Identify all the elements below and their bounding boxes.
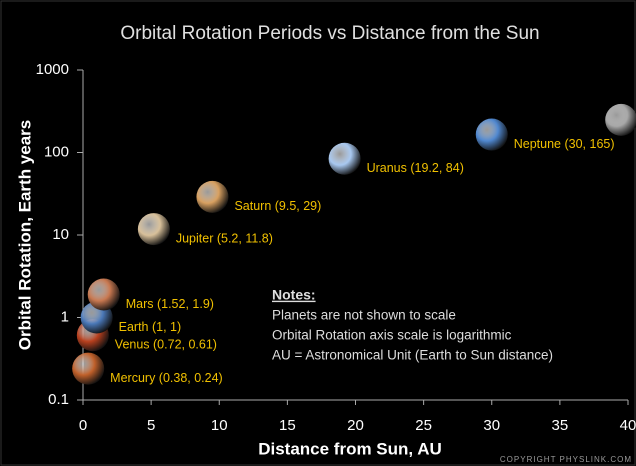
x-tick-label: 30 xyxy=(483,417,500,434)
chart-title: Orbital Rotation Periods vs Distance fro… xyxy=(120,23,539,44)
planet xyxy=(328,142,361,175)
data-label: Saturn (9.5, 29) xyxy=(234,199,321,213)
x-tick-label: 15 xyxy=(279,417,296,434)
x-tick-label: 25 xyxy=(415,417,432,434)
y-tick-label: 10 xyxy=(52,226,69,243)
x-tick-label: 10 xyxy=(211,417,228,434)
data-label: Earth (1, 1) xyxy=(119,320,182,334)
planet xyxy=(137,213,170,246)
data-label: Neptune (30, 165) xyxy=(514,137,615,151)
y-tick-label: 100 xyxy=(44,143,69,160)
x-tick-label: 20 xyxy=(347,417,364,434)
x-tick-label: 5 xyxy=(147,417,155,434)
data-label: Venus (0.72, 0.61) xyxy=(115,338,217,352)
planet xyxy=(605,103,636,136)
note: AU = Astronomical Unit (Earth to Sun dis… xyxy=(272,348,553,363)
data-label: Uranus (19.2, 84) xyxy=(367,161,464,175)
data-label: Jupiter (5.2, 11.8) xyxy=(176,231,273,245)
data-label: Mercury (0.38, 0.24) xyxy=(110,371,223,385)
data-label: Mars (1.52, 1.9) xyxy=(126,297,214,311)
x-tick-label: 40 xyxy=(620,417,636,434)
note: Planets are not shown to scale xyxy=(272,308,456,323)
note: Orbital Rotation axis scale is logarithm… xyxy=(272,328,512,343)
planet xyxy=(87,278,120,311)
x-tick-label: 0 xyxy=(79,417,87,434)
planet xyxy=(475,118,508,151)
y-tick-label: 1000 xyxy=(36,61,69,78)
x-tick-label: 35 xyxy=(552,417,569,434)
y-axis-label: Orbital Rotation, Earth years xyxy=(15,120,34,351)
x-axis-label: Distance from Sun, AU xyxy=(258,439,442,458)
planet xyxy=(72,352,105,385)
y-tick-label: 1 xyxy=(61,308,69,325)
planet xyxy=(196,180,229,213)
copyright: COPYRIGHT PHYSLINK.COM xyxy=(500,455,632,464)
notes-title: Notes: xyxy=(272,287,316,303)
y-tick-label: 0.1 xyxy=(48,391,69,408)
